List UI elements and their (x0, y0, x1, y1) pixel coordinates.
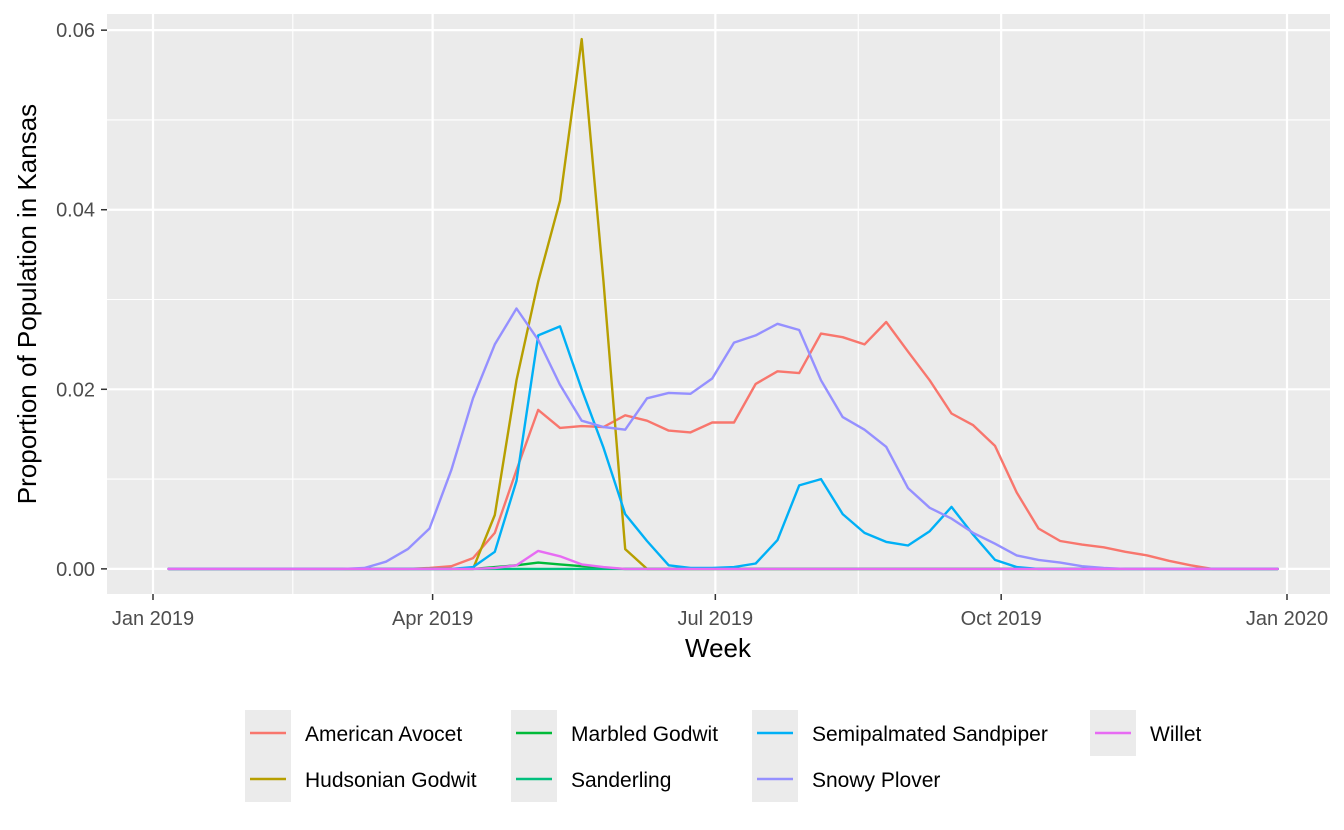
series-line-willet (167, 549, 1279, 571)
legend-item-american-avocet: American Avocet (245, 710, 462, 756)
y-tick-label: 0.06 (56, 20, 95, 42)
legend-label: Hudsonian Godwit (305, 769, 477, 792)
y-tick-label: 0.00 (56, 559, 95, 581)
legend-item-hudsonian-godwit: Hudsonian Godwit (245, 756, 477, 802)
legend-item-marbled-godwit: Marbled Godwit (511, 710, 718, 756)
legend-label: Semipalmated Sandpiper (812, 723, 1048, 746)
plot-panel (107, 14, 1330, 594)
minor-gridlines (107, 14, 1330, 594)
legend-label: Snowy Plover (812, 769, 940, 792)
x-tick-label: Oct 2019 (961, 608, 1042, 630)
legend-label: American Avocet (305, 723, 462, 746)
series-lines (167, 37, 1279, 571)
legend-label: Willet (1150, 723, 1201, 746)
y-tick-label: 0.04 (56, 200, 95, 222)
legend-label: Marbled Godwit (571, 723, 718, 746)
major-gridlines (107, 14, 1330, 594)
y-tick-label: 0.02 (56, 379, 95, 401)
legend-item-willet: Willet (1090, 710, 1201, 756)
x-axis-title: Week (685, 633, 752, 663)
y-axis: 0.00 0.02 0.04 0.06 (56, 20, 107, 581)
x-tick-label: Apr 2019 (392, 608, 473, 630)
legend-item-snowy-plover: Snowy Plover (752, 756, 940, 802)
legend-item-sanderling: Sanderling (511, 756, 671, 802)
legend-item-semipalmated-sandpiper: Semipalmated Sandpiper (752, 710, 1048, 756)
y-axis-title: Proportion of Population in Kansas (12, 104, 42, 504)
x-axis: Jan 2019 Apr 2019 Jul 2019 Oct 2019 Jan 2020 (112, 594, 1328, 630)
x-tick-label: Jul 2019 (678, 608, 754, 630)
x-tick-label: Jan 2020 (1246, 608, 1328, 630)
legend-label: Sanderling (571, 769, 671, 792)
legend: American Avocet Hudsonian Godwit Marbled G… (245, 710, 1201, 802)
x-tick-label: Jan 2019 (112, 608, 194, 630)
